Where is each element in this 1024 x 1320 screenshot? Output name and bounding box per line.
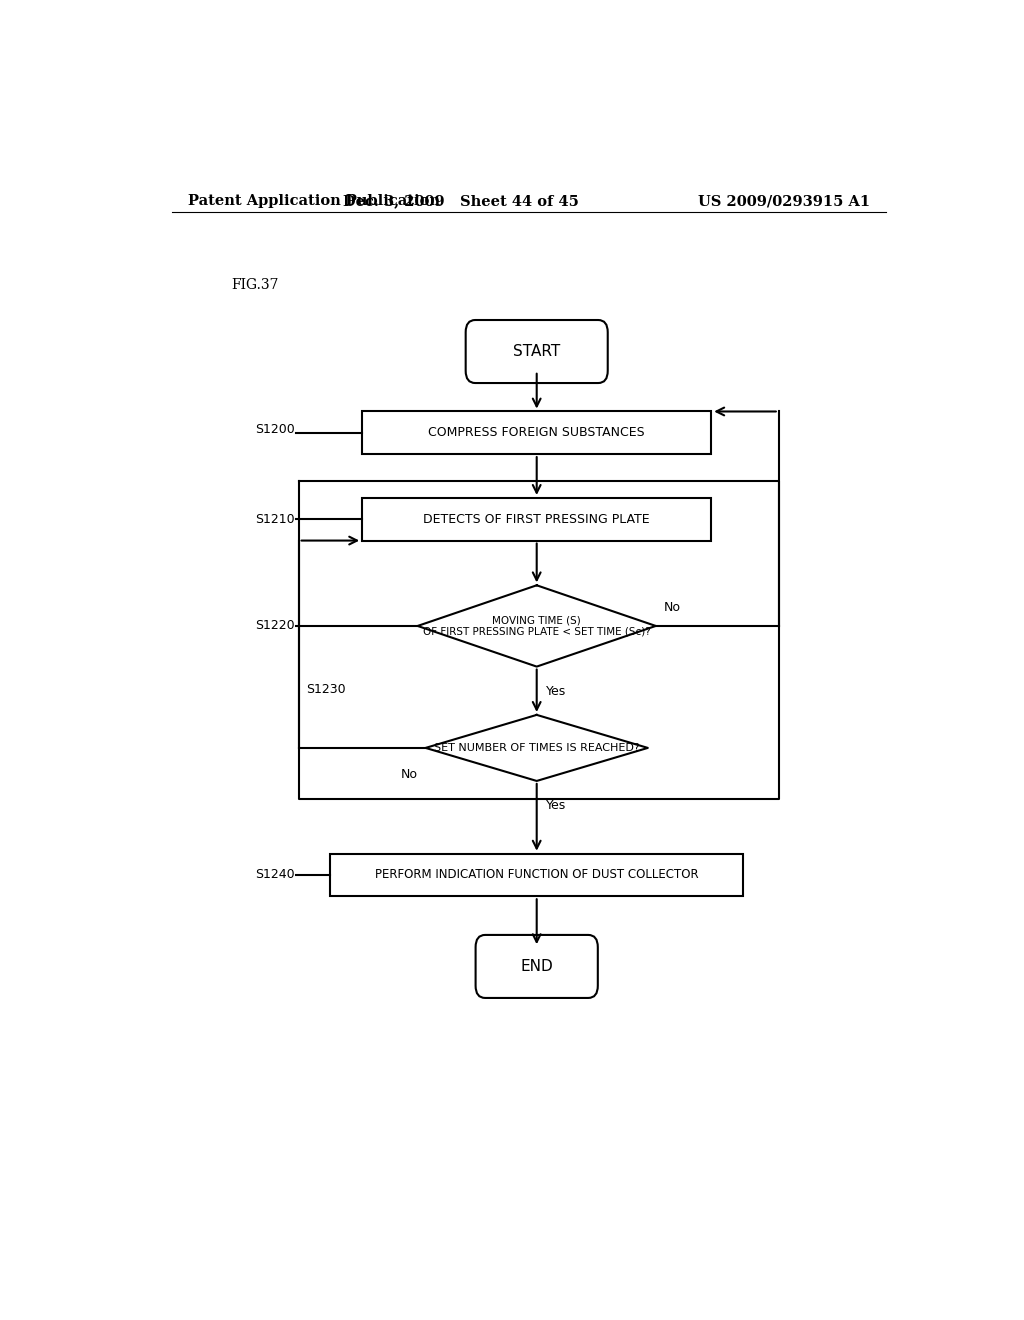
Text: S1210: S1210 [255,512,295,525]
Bar [362,498,712,541]
Text: PERFORM INDICATION FUNCTION OF DUST COLLECTOR: PERFORM INDICATION FUNCTION OF DUST COLL… [375,869,698,882]
Text: Yes: Yes [546,685,566,698]
Text: COMPRESS FOREIGN SUBSTANCES: COMPRESS FOREIGN SUBSTANCES [428,426,645,440]
Text: FIG.37: FIG.37 [231,279,279,293]
Text: S1220: S1220 [255,619,295,632]
Text: DETECTS OF FIRST PRESSING PLATE: DETECTS OF FIRST PRESSING PLATE [423,512,650,525]
FancyBboxPatch shape [475,935,598,998]
Bar [331,854,743,896]
Text: END: END [520,958,553,974]
Text: No: No [664,601,681,614]
Text: SET NUMBER OF TIMES IS REACHED?: SET NUMBER OF TIMES IS REACHED? [434,743,640,752]
Text: Yes: Yes [546,799,566,812]
Text: Dec. 3, 2009   Sheet 44 of 45: Dec. 3, 2009 Sheet 44 of 45 [343,194,580,209]
Text: No: No [400,768,418,781]
Text: US 2009/0293915 A1: US 2009/0293915 A1 [698,194,870,209]
FancyBboxPatch shape [466,319,607,383]
Text: MOVING TIME (S)
OF FIRST PRESSING PLATE < SET TIME (Sc)?: MOVING TIME (S) OF FIRST PRESSING PLATE … [423,615,650,636]
Text: S1200: S1200 [255,424,295,437]
Text: Patent Application Publication: Patent Application Publication [187,194,439,209]
Text: START: START [513,345,560,359]
Text: S1240: S1240 [255,869,295,882]
Bar [362,412,712,454]
Text: S1230: S1230 [306,682,346,696]
